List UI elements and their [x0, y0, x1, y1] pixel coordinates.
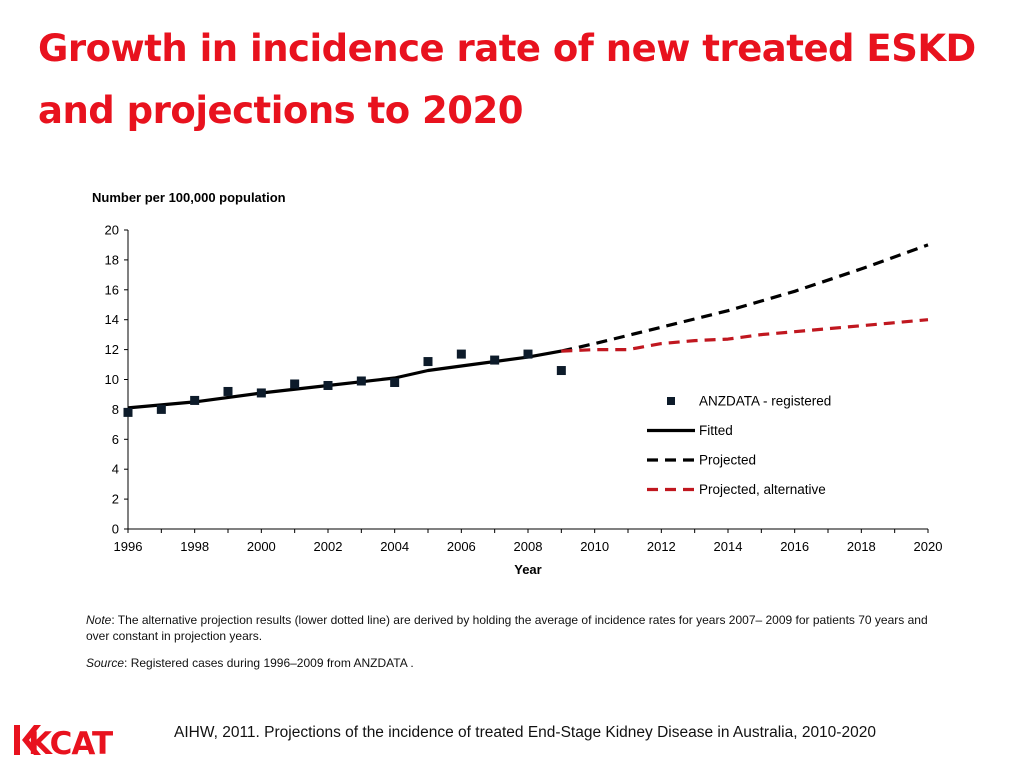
- y-tick-label: 18: [105, 252, 119, 267]
- legend-label: Projected, alternative: [699, 482, 826, 497]
- y-tick-label: 8: [112, 402, 119, 417]
- series-line-projected-alternative: [561, 318, 929, 353]
- x-tick-label: 2000: [247, 539, 276, 554]
- logo-text: KCAT: [28, 726, 113, 758]
- x-axis-label: Year: [514, 562, 541, 577]
- axes: 0 2 4 6 8 10 12 14 16 18 20 1996 1998 2000 2002 2004 200…: [105, 223, 943, 555]
- data-point: [123, 407, 133, 417]
- data-point: [490, 355, 500, 365]
- data-point: [290, 379, 300, 389]
- x-tick-label: 2014: [714, 539, 743, 554]
- series-lines: [127, 243, 929, 410]
- x-tick-label: 2008: [514, 539, 543, 554]
- legend-marker-symbol: [667, 397, 675, 405]
- data-point: [256, 388, 266, 398]
- x-tick-label: 2002: [314, 539, 343, 554]
- y-tick-label: 20: [105, 223, 119, 238]
- y-tick-label: 14: [105, 312, 119, 327]
- data-point: [223, 386, 233, 396]
- y-tick-label: 16: [105, 282, 119, 297]
- data-point: [456, 349, 466, 359]
- chart-note: Note: The alternative projection results…: [86, 612, 946, 644]
- y-tick-label: 12: [105, 342, 119, 357]
- x-tick-label: 2016: [780, 539, 809, 554]
- citation: AIHW, 2011. Projections of the incidence…: [174, 724, 876, 741]
- series-line-projected: [560, 243, 929, 353]
- note-text: : The alternative projection results (lo…: [86, 613, 928, 643]
- data-point: [323, 380, 333, 390]
- x-tick-label: 2020: [914, 539, 943, 554]
- legend-label: ANZDATA - registered: [699, 394, 831, 409]
- incidence-chart: Number per 100,000 population Year 0 2 4 6 8…: [92, 190, 943, 577]
- x-tick-label: 2004: [380, 539, 409, 554]
- y-axis-label: Number per 100,000 population: [92, 190, 286, 205]
- legend-label: Projected: [699, 453, 756, 468]
- legend: ANZDATA - registered Fitted Projected Proje…: [647, 394, 831, 497]
- data-point: [390, 377, 400, 387]
- y-tick-label: 0: [112, 522, 119, 537]
- data-point: [156, 404, 166, 414]
- source-prefix: Source: [86, 656, 125, 670]
- data-point: [190, 395, 200, 405]
- x-tick-label: 2018: [847, 539, 876, 554]
- kcat-logo: KCAT: [14, 725, 114, 758]
- data-markers: [123, 349, 566, 417]
- y-tick-label: 6: [112, 432, 119, 447]
- slide-title: Growth in incidence rate of new treated …: [38, 27, 976, 132]
- data-point: [523, 349, 533, 359]
- data-point: [356, 376, 366, 386]
- y-tick-label: 10: [105, 372, 119, 387]
- x-tick-label: 2012: [647, 539, 676, 554]
- note-prefix: Note: [86, 613, 112, 627]
- x-tick-label: 2010: [580, 539, 609, 554]
- x-tick-label: 1998: [180, 539, 209, 554]
- data-point: [423, 357, 433, 367]
- y-tick-label: 4: [112, 462, 119, 477]
- x-tick-label: 1996: [114, 539, 143, 554]
- source-text: : Registered cases during 1996–2009 from…: [124, 656, 414, 670]
- legend-label: Fitted: [699, 423, 733, 438]
- y-tick-label: 2: [112, 492, 119, 507]
- chart-source: Source: Registered cases during 1996–200…: [86, 655, 946, 671]
- x-tick-label: 2006: [447, 539, 476, 554]
- data-point: [556, 366, 566, 376]
